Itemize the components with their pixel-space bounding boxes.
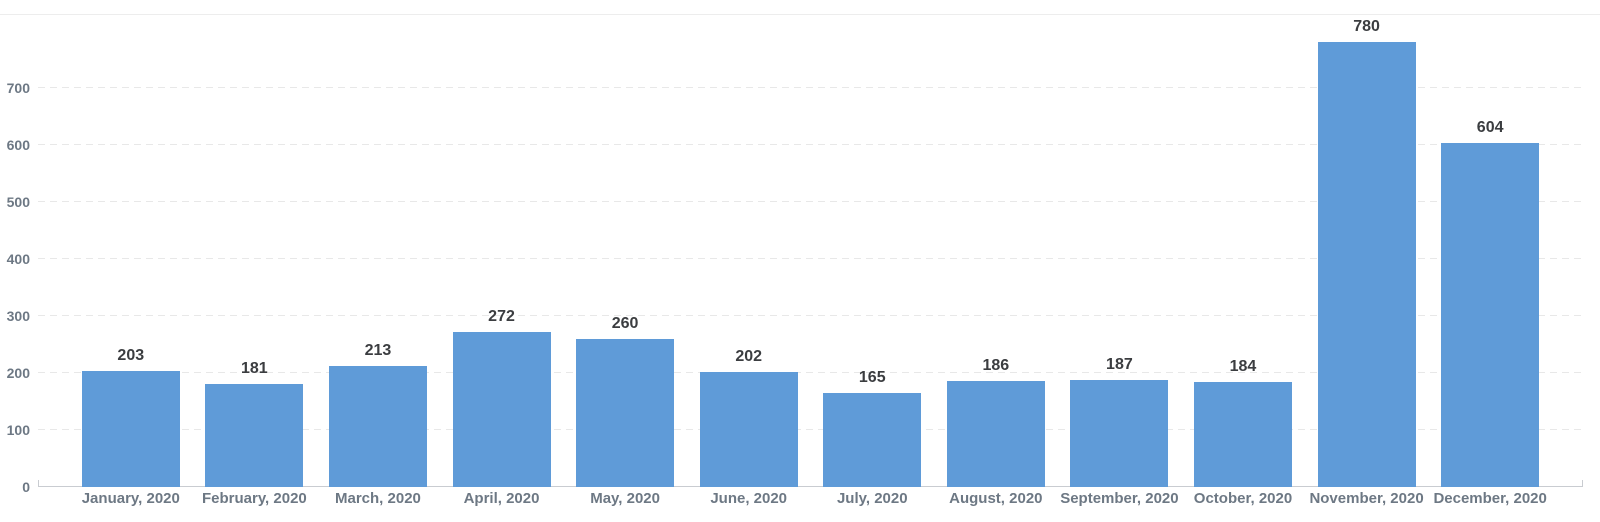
gridline-500 — [38, 201, 1583, 202]
card-top-border — [0, 14, 1600, 15]
bar-value-label: 604 — [1476, 118, 1504, 136]
bar-slot: 260 — [563, 15, 687, 487]
bar-september-2020[interactable] — [1070, 380, 1169, 487]
x-tick-label: April, 2020 — [463, 490, 540, 507]
bar-slot: 184 — [1181, 15, 1305, 487]
bar-slot: 203 — [69, 15, 193, 487]
y-tick-label-0: 0 — [22, 479, 30, 495]
y-tick-label-700: 700 — [6, 80, 30, 96]
bar-value-label: 272 — [488, 307, 515, 325]
bar-february-2020[interactable] — [205, 383, 304, 487]
bar-value-label: 187 — [1106, 356, 1133, 374]
bar-november-2020[interactable] — [1317, 42, 1416, 487]
x-tick-label: November, 2020 — [1309, 490, 1424, 507]
bar-slot: 780 — [1305, 15, 1429, 487]
x-tick-label: January, 2020 — [81, 490, 180, 507]
y-axis: 0 100 200 300 400 500 600 700 — [0, 15, 30, 495]
bar-value-label: 181 — [241, 359, 268, 377]
gridline-600 — [38, 144, 1583, 145]
bar-value-label: 213 — [364, 341, 392, 359]
x-tick-label: July, 2020 — [836, 490, 908, 507]
y-tick-label-100: 100 — [6, 422, 30, 438]
x-tick-label: June, 2020 — [710, 490, 788, 507]
plot-area: 203 181 213 272 260 202 165 186 187 184 780 604 — [38, 15, 1583, 487]
y-tick-label-400: 400 — [6, 251, 30, 267]
gridline-400 — [38, 258, 1583, 259]
bar-june-2020[interactable] — [699, 371, 798, 487]
y-tick-label-200: 200 — [6, 365, 30, 381]
bar-december-2020[interactable] — [1441, 142, 1540, 487]
bar-slot: 181 — [193, 15, 317, 487]
gridline-700 — [38, 87, 1583, 88]
gridline-200 — [38, 372, 1583, 373]
bar-value-label: 186 — [982, 356, 1010, 374]
bar-may-2020[interactable] — [576, 338, 675, 487]
bar-july-2020[interactable] — [823, 392, 922, 487]
bar-slot: 187 — [1058, 15, 1182, 487]
bar-slot: 213 — [316, 15, 440, 487]
bar-value-label: 165 — [858, 368, 886, 386]
x-tick-label: February, 2020 — [201, 490, 307, 507]
bar-value-label: 780 — [1353, 18, 1380, 36]
bar-value-label: 260 — [611, 314, 639, 332]
gridline-100 — [38, 429, 1583, 430]
x-tick-label: March, 2020 — [335, 490, 421, 507]
y-tick-label-500: 500 — [6, 194, 30, 210]
bar-october-2020[interactable] — [1193, 382, 1292, 487]
bar-january-2020[interactable] — [81, 371, 180, 487]
bar-slot: 165 — [810, 15, 934, 487]
y-tick-label-600: 600 — [6, 137, 30, 153]
x-tick-label: May, 2020 — [590, 490, 660, 507]
bar-value-label: 184 — [1229, 358, 1257, 376]
bar-slot: 202 — [687, 15, 811, 487]
bar-series: 203 181 213 272 260 202 165 186 187 184 780 604 — [69, 15, 1552, 487]
bar-april-2020[interactable] — [452, 331, 551, 487]
y-tick-label-300: 300 — [6, 308, 30, 324]
bar-slot: 272 — [440, 15, 564, 487]
x-tick-label: September, 2020 — [1060, 490, 1179, 507]
x-axis-labels: January, 2020 February, 2020 March, 2020 Ap… — [69, 489, 1552, 511]
bar-slot: 604 — [1428, 15, 1552, 487]
axis-right-tick — [1582, 480, 1583, 487]
x-tick-label: October, 2020 — [1193, 490, 1293, 507]
bar-value-label: 203 — [117, 347, 145, 365]
bar-march-2020[interactable] — [328, 365, 427, 487]
bar-value-label: 202 — [735, 347, 763, 365]
x-tick-label: August, 2020 — [949, 490, 1043, 507]
bar-august-2020[interactable] — [946, 380, 1045, 487]
gridline-300 — [38, 315, 1583, 316]
x-tick-label: December, 2020 — [1433, 490, 1547, 507]
x-axis-line — [38, 486, 1583, 487]
bar-slot: 186 — [934, 15, 1058, 487]
axis-left-tick — [38, 480, 39, 487]
